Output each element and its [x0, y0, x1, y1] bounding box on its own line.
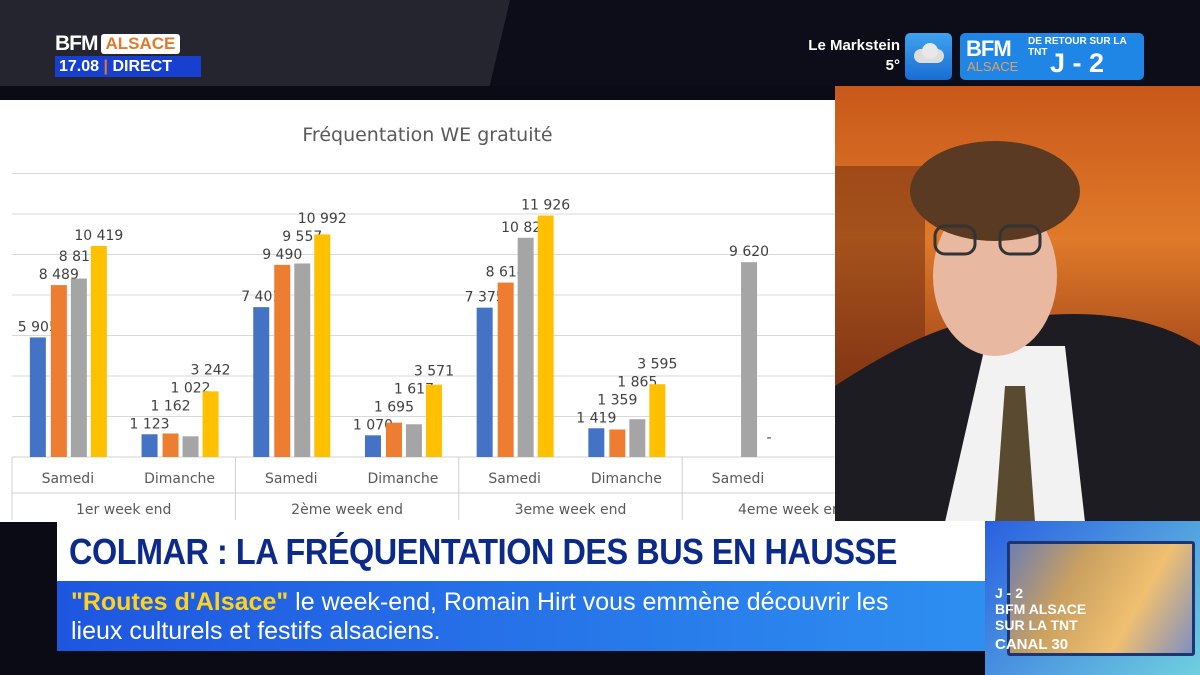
bar [182, 436, 199, 457]
data-label: 10 419 [74, 228, 123, 244]
data-label: 10 992 [298, 211, 347, 227]
top-bar: BFM ALSACE 17.08 | DIRECT Le Markstein 5°… [0, 0, 1200, 86]
bar [385, 422, 402, 457]
data-label: 1 865 [617, 374, 657, 390]
bar [314, 234, 331, 457]
live-label: DIRECT [112, 58, 172, 75]
data-label: 8 811 [59, 249, 99, 265]
bar [70, 278, 87, 457]
data-label: 1 695 [374, 399, 414, 415]
bar [476, 307, 493, 457]
bar [405, 424, 422, 457]
data-label: 3 571 [414, 363, 454, 379]
category-label: Samedi [712, 471, 765, 487]
data-label: 3 242 [191, 362, 231, 378]
bar [517, 237, 534, 457]
data-label: 1 123 [130, 416, 170, 432]
group-label: 1er week end [76, 502, 171, 518]
corner-promo: J - 2 BFM ALSACE SUR LA TNT CANAL 30 [985, 521, 1200, 675]
data-label: 7 401 [241, 289, 281, 305]
bar [162, 433, 179, 457]
data-label: 11 926 [521, 197, 570, 213]
clock: 17.08 [59, 58, 100, 75]
data-label: 7 375 [465, 290, 505, 306]
bar [609, 429, 626, 457]
data-label: 9 490 [262, 247, 302, 263]
bar [741, 262, 758, 457]
data-label: 8 614 [486, 265, 526, 281]
data-label: 1 162 [151, 398, 191, 414]
data-label: - [767, 430, 772, 446]
category-label: Samedi [42, 471, 95, 487]
bar [50, 285, 67, 457]
data-label: 1 359 [597, 392, 637, 408]
chart-title: Fréquentation WE gratuité [302, 124, 553, 146]
category-label: Samedi [488, 471, 541, 487]
data-label: 1 617 [394, 381, 434, 397]
bar [294, 263, 311, 457]
bar [629, 419, 646, 457]
data-label: 9 557 [282, 229, 322, 245]
bar [649, 384, 666, 457]
data-label: 1 022 [171, 380, 211, 396]
ticker: "Routes d'Alsace" le week-end, Romain Hi… [57, 581, 985, 651]
presenter-video [835, 86, 1200, 522]
data-label: 1 070 [353, 417, 393, 433]
channel-logo: BFM ALSACE 17.08 | DIRECT [55, 33, 201, 77]
category-label: Samedi [265, 471, 318, 487]
chart-panel: Fréquentation WE gratuité Samedi 5 905 8 4… [0, 100, 835, 522]
data-label: 5 905 [18, 319, 58, 335]
cloud-icon [905, 33, 952, 80]
headline-banner: COLMAR : LA FRÉQUENTATION DES BUS EN HAU… [57, 521, 985, 581]
bar [202, 391, 219, 457]
data-label: 3 595 [637, 356, 677, 372]
data-label: 1 419 [576, 410, 616, 426]
group-label: 3eme week end [515, 502, 627, 518]
bar [29, 337, 46, 457]
bar [537, 215, 554, 457]
bar [364, 435, 381, 457]
bar [253, 307, 270, 457]
data-label: 8 489 [39, 267, 79, 283]
group-label: 2ème week end [291, 502, 403, 518]
bar [90, 246, 107, 457]
weather: Le Markstein 5° [808, 37, 900, 74]
bar [425, 384, 442, 457]
bar [274, 264, 291, 457]
category-label: Dimanche [591, 471, 662, 487]
bar [497, 282, 514, 457]
category-label: Dimanche [367, 471, 438, 487]
bar-chart: Samedi 5 905 8 489 8 811 10 419 Dimanche 1 123… [11, 173, 835, 520]
headline: COLMAR : LA FRÉQUENTATION DES BUS EN HAU… [69, 531, 897, 572]
group-label: 4eme week end [738, 502, 835, 518]
tnt-promo: BFM ALSACE DE RETOUR SUR LA TNT J - 2 [960, 33, 1144, 80]
bar [141, 434, 158, 457]
data-label: 9 620 [729, 244, 769, 260]
category-label: Dimanche [144, 471, 215, 487]
bar [588, 428, 605, 457]
